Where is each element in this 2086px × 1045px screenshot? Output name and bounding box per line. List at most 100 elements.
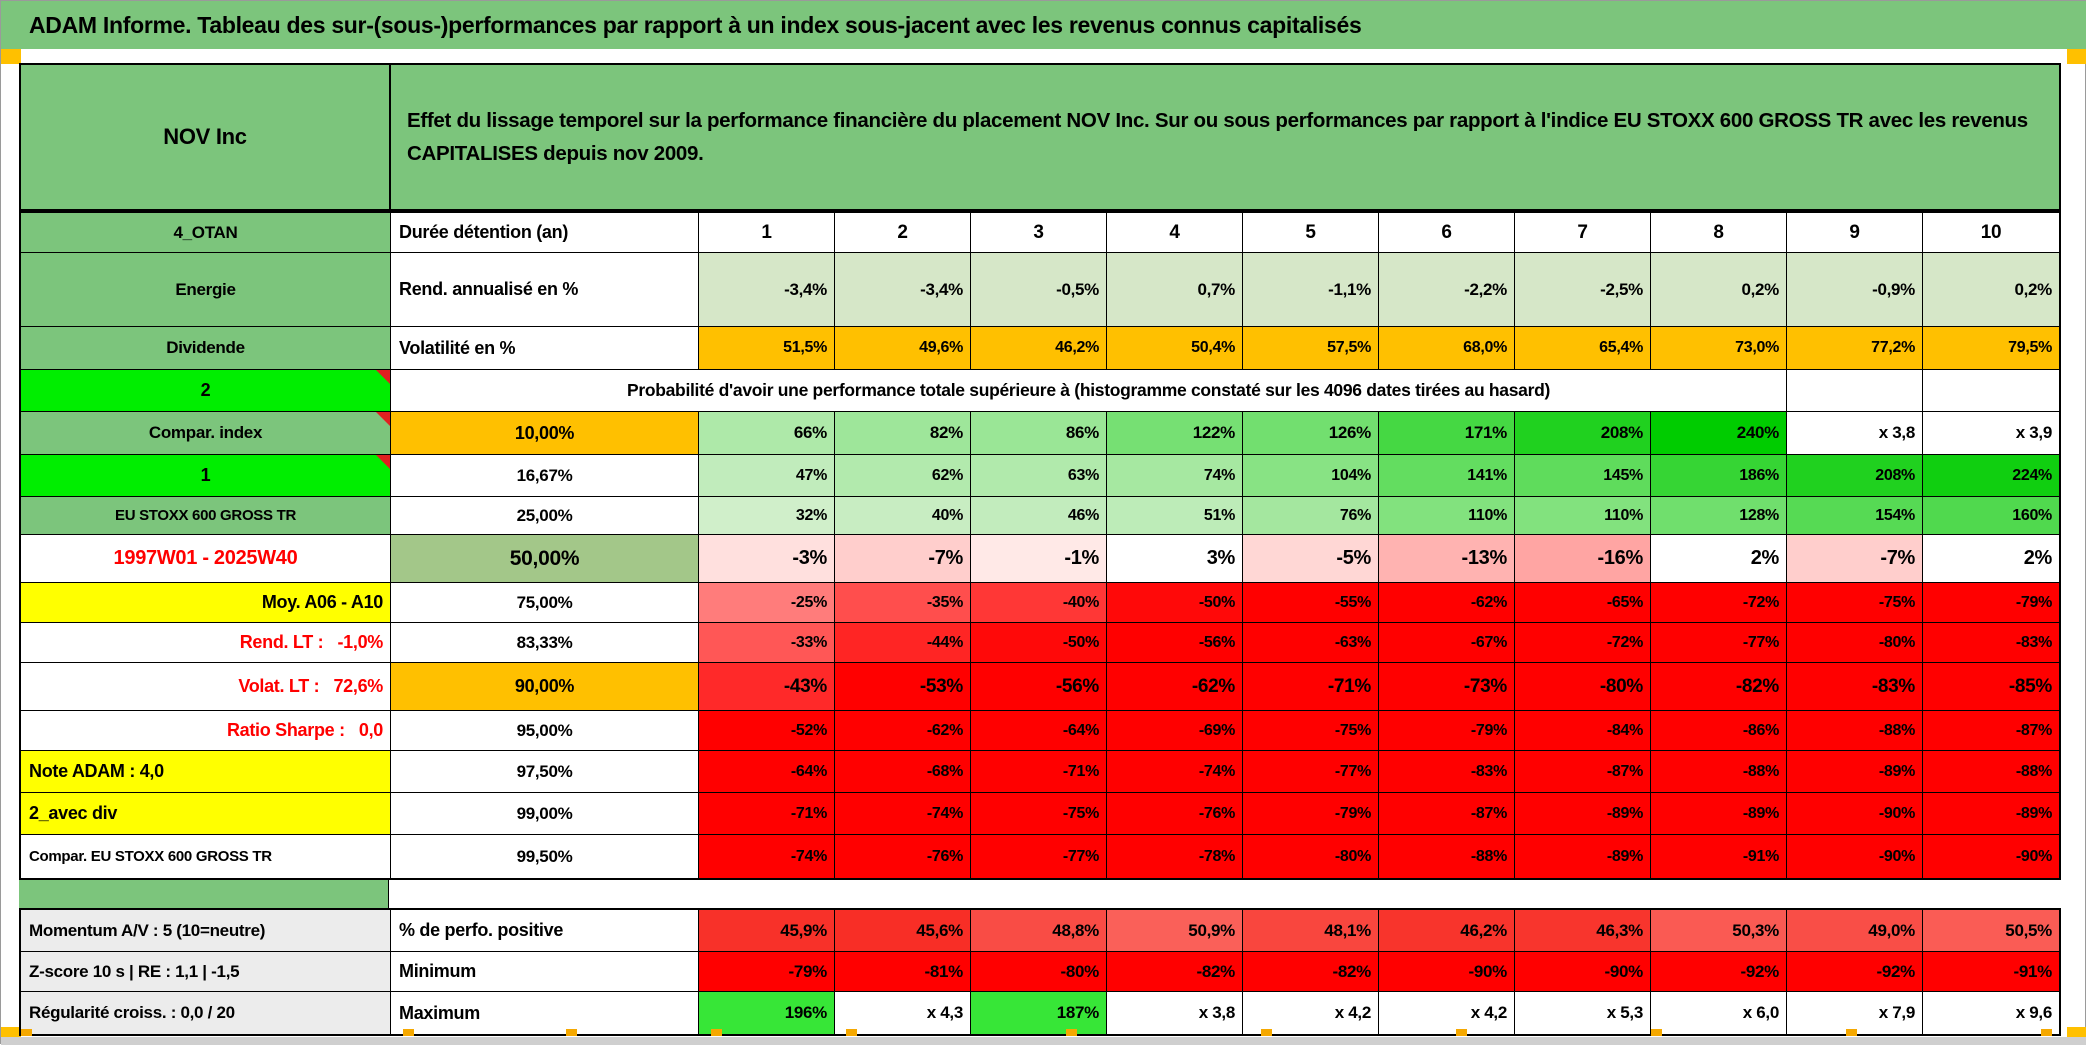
metric-label[interactable]: 25,00% — [391, 497, 699, 535]
data-cell-r8-c3[interactable]: -40% — [971, 583, 1107, 623]
data-cell-r13-c7[interactable]: -89% — [1515, 793, 1651, 835]
data-cell-r10-c6[interactable]: -73% — [1379, 663, 1515, 711]
data-cell-r10-c1[interactable]: -43% — [699, 663, 835, 711]
data-cell-r4-c6[interactable]: 171% — [1379, 412, 1515, 455]
data-cell-r7-c4[interactable]: 3% — [1107, 535, 1243, 583]
data-cell-r1-c7[interactable]: -2,5% — [1515, 253, 1651, 327]
row-label[interactable]: Compar. EU STOXX 600 GROSS TR — [21, 835, 391, 878]
data-cell-r1-c3[interactable]: -0,5% — [971, 253, 1107, 327]
data-cell-r16-c3[interactable]: 48,8% — [971, 910, 1107, 952]
metric-label[interactable]: 99,50% — [391, 835, 699, 878]
data-cell-r16-c6[interactable]: 46,2% — [1379, 910, 1515, 952]
data-cell-r0-c7[interactable]: 7 — [1515, 213, 1651, 253]
data-cell-r16-c4[interactable]: 50,9% — [1107, 910, 1243, 952]
data-cell-r4-c7[interactable]: 208% — [1515, 412, 1651, 455]
data-cell-r2-c9[interactable]: 77,2% — [1787, 327, 1923, 370]
data-cell-r10-c10[interactable]: -85% — [1923, 663, 2059, 711]
data-cell-r5-c8[interactable]: 186% — [1651, 455, 1787, 497]
data-cell-r14-c1[interactable]: -74% — [699, 835, 835, 878]
data-cell-r17-c4[interactable]: -82% — [1107, 952, 1243, 992]
data-cell-r8-c6[interactable]: -62% — [1379, 583, 1515, 623]
metric-label[interactable]: Minimum — [391, 952, 699, 992]
metric-label[interactable]: 75,00% — [391, 583, 699, 623]
data-cell-r2-c1[interactable]: 51,5% — [699, 327, 835, 370]
data-cell-r7-c8[interactable]: 2% — [1651, 535, 1787, 583]
data-cell-r11-c3[interactable]: -64% — [971, 711, 1107, 751]
data-cell-r5-c1[interactable]: 47% — [699, 455, 835, 497]
data-cell-r9-c9[interactable]: -80% — [1787, 623, 1923, 663]
data-cell-r11-c7[interactable]: -84% — [1515, 711, 1651, 751]
data-cell-r8-c4[interactable]: -50% — [1107, 583, 1243, 623]
data-cell-r14-c10[interactable]: -90% — [1923, 835, 2059, 878]
data-cell-r13-c4[interactable]: -76% — [1107, 793, 1243, 835]
data-cell-r17-c1[interactable]: -79% — [699, 952, 835, 992]
metric-label[interactable]: 90,00% — [391, 663, 699, 711]
data-cell-r12-c3[interactable]: -71% — [971, 751, 1107, 793]
row-label[interactable]: Moy. A06 - A10 — [21, 583, 391, 623]
data-cell-r13-c10[interactable]: -89% — [1923, 793, 2059, 835]
data-cell-r13-c2[interactable]: -74% — [835, 793, 971, 835]
data-cell-r14-c2[interactable]: -76% — [835, 835, 971, 878]
row-label[interactable]: Energie — [21, 253, 391, 327]
data-cell-r9-c7[interactable]: -72% — [1515, 623, 1651, 663]
data-cell-r7-c6[interactable]: -13% — [1379, 535, 1515, 583]
data-cell-r4-c4[interactable]: 122% — [1107, 412, 1243, 455]
data-cell-r17-c10[interactable]: -91% — [1923, 952, 2059, 992]
data-cell-r16-c10[interactable]: 50,5% — [1923, 910, 2059, 952]
data-cell-r6-c3[interactable]: 46% — [971, 497, 1107, 535]
data-cell-r8-c7[interactable]: -65% — [1515, 583, 1651, 623]
data-cell-r6-c9[interactable]: 154% — [1787, 497, 1923, 535]
data-cell-r12-c8[interactable]: -88% — [1651, 751, 1787, 793]
data-cell-r16-c8[interactable]: 50,3% — [1651, 910, 1787, 952]
data-cell-r16-c2[interactable]: 45,6% — [835, 910, 971, 952]
data-cell-r2-c6[interactable]: 68,0% — [1379, 327, 1515, 370]
data-cell-r11-c6[interactable]: -79% — [1379, 711, 1515, 751]
data-cell-r6-c7[interactable]: 110% — [1515, 497, 1651, 535]
row-label[interactable]: 2_avec div — [21, 793, 391, 835]
data-cell-r10-c4[interactable]: -62% — [1107, 663, 1243, 711]
row-label[interactable]: Dividende — [21, 327, 391, 370]
data-cell-r10-c7[interactable]: -80% — [1515, 663, 1651, 711]
data-cell-r0-c4[interactable]: 4 — [1107, 213, 1243, 253]
data-cell-r18-c7[interactable]: x 5,3 — [1515, 992, 1651, 1034]
data-cell-r18-c1[interactable]: 196% — [699, 992, 835, 1034]
data-cell-r0-c1[interactable]: 1 — [699, 213, 835, 253]
data-cell-r17-c3[interactable]: -80% — [971, 952, 1107, 992]
data-cell-r11-c1[interactable]: -52% — [699, 711, 835, 751]
data-cell-r12-c2[interactable]: -68% — [835, 751, 971, 793]
data-cell-r7-c3[interactable]: -1% — [971, 535, 1107, 583]
data-cell-r6-c6[interactable]: 110% — [1379, 497, 1515, 535]
data-cell-r14-c5[interactable]: -80% — [1243, 835, 1379, 878]
data-cell-r12-c1[interactable]: -64% — [699, 751, 835, 793]
data-cell-r1-c6[interactable]: -2,2% — [1379, 253, 1515, 327]
data-cell-r7-c7[interactable]: -16% — [1515, 535, 1651, 583]
data-cell-r18-c2[interactable]: x 4,3 — [835, 992, 971, 1034]
row-label[interactable]: EU STOXX 600 GROSS TR — [21, 497, 391, 535]
data-cell-r6-c1[interactable]: 32% — [699, 497, 835, 535]
metric-label[interactable]: % de perfo. positive — [391, 910, 699, 952]
data-cell-r10-c2[interactable]: -53% — [835, 663, 971, 711]
metric-label[interactable]: 10,00% — [391, 412, 699, 455]
data-cell-r2-c5[interactable]: 57,5% — [1243, 327, 1379, 370]
data-cell-r7-c9[interactable]: -7% — [1787, 535, 1923, 583]
data-cell-r1-c5[interactable]: -1,1% — [1243, 253, 1379, 327]
data-cell-r11-c5[interactable]: -75% — [1243, 711, 1379, 751]
metric-label[interactable]: Rend. annualisé en % — [391, 253, 699, 327]
data-cell-r4-c5[interactable]: 126% — [1243, 412, 1379, 455]
data-cell-r0-c9[interactable]: 9 — [1787, 213, 1923, 253]
data-cell-r6-c5[interactable]: 76% — [1243, 497, 1379, 535]
description-cell[interactable]: Effet du lissage temporel sur la perform… — [407, 108, 2028, 165]
data-cell-r1-c2[interactable]: -3,4% — [835, 253, 971, 327]
row-label[interactable]: Volat. LT : 72,6% — [21, 663, 391, 711]
data-cell-r16-c7[interactable]: 46,3% — [1515, 910, 1651, 952]
data-cell-r16-c9[interactable]: 49,0% — [1787, 910, 1923, 952]
row-label[interactable]: Ratio Sharpe : 0,0 — [21, 711, 391, 751]
data-cell-r17-c6[interactable]: -90% — [1379, 952, 1515, 992]
data-cell-r17-c8[interactable]: -92% — [1651, 952, 1787, 992]
data-cell-r2-c8[interactable]: 73,0% — [1651, 327, 1787, 370]
metric-label[interactable]: 16,67% — [391, 455, 699, 497]
data-cell-r10-c3[interactable]: -56% — [971, 663, 1107, 711]
data-cell-r0-c3[interactable]: 3 — [971, 213, 1107, 253]
data-cell-r13-c1[interactable]: -71% — [699, 793, 835, 835]
data-cell-r4-c9[interactable]: x 3,8 — [1787, 412, 1923, 455]
